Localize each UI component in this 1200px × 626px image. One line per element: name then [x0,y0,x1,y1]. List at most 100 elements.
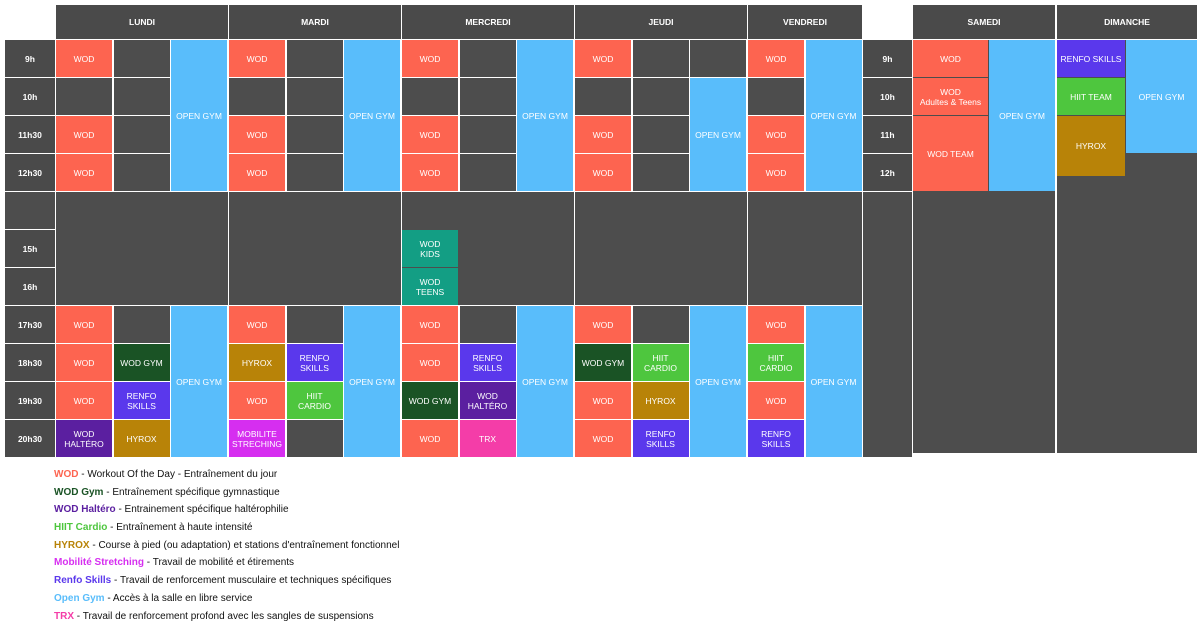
legend-item: HYROX - Course à pied (ou adaptation) et… [54,537,399,555]
day-header-samedi: SAMEDI [913,5,1055,39]
legend-description: - Travail de mobilité et étirements [144,557,295,569]
legend-key: WOD [54,469,79,480]
legend-key: HYROX [54,539,90,551]
class-block-hiit: HIIT CARDIO [286,382,343,419]
class-block-wod-gym: WOD GYM [402,382,458,419]
class-block-open-gym: OPEN GYM [690,78,746,191]
empty-slot [113,116,170,153]
class-block-wod: WOD [229,306,285,343]
class-block-wod: WOD [402,154,458,191]
class-block-wod-haltero: WOD HALTÉRO [459,382,516,419]
class-block-wod: WOD [402,116,458,153]
class-block-wod-kids: WOD KIDS [402,230,458,267]
break-block [575,192,747,305]
time-label: 10h [5,78,55,115]
legend-item: WOD Gym - Entraînement spécifique gymnas… [54,484,399,502]
class-block-wod: WOD [56,306,112,343]
day-header-vendredi: VENDREDI [748,5,862,39]
empty-slot [286,420,343,457]
class-block-wod: WOD [748,154,804,191]
weekend-time-strip [863,192,912,457]
class-block-wod: WOD TEAM [913,116,988,191]
class-block-open-gym: OPEN GYM [805,40,862,191]
empty-slot [459,40,516,77]
class-block-trx: TRX [459,420,516,457]
empty-slot [113,40,170,77]
class-block-hiit: HIIT CARDIO [632,344,689,381]
class-block-open-gym: OPEN GYM [517,40,573,191]
class-block-wod: WOD [56,116,112,153]
class-block-wod: WOD [748,116,804,153]
empty-slot [113,154,170,191]
class-block-wod: WOD [56,40,112,77]
day-header-dimanche: DIMANCHE [1057,5,1197,39]
legend-key: Mobilité Stretching [54,557,144,569]
class-block-hyrox: HYROX [1057,116,1125,176]
time-label: 15h [5,230,55,267]
class-block-renfo: RENFO SKILLS [1057,40,1125,77]
class-block-wod: WOD [229,116,285,153]
legend-item: HIIT Cardio - Entraînement à haute inten… [54,519,399,537]
day-header-jeudi: JEUDI [575,5,747,39]
class-block-open-gym: OPEN GYM [517,306,573,457]
class-block-wod: WOD [748,40,804,77]
empty-slot [748,78,804,115]
class-block-wod: WOD [575,420,631,457]
empty-slot [113,78,170,115]
schedule-grid: LUNDI MARDI MERCREDI JEUDI VENDREDI SAMEDI DIM… [5,5,1197,457]
class-block-open-gym: OPEN GYM [1126,40,1197,153]
class-block-wod: WOD [229,40,285,77]
legend-key: WOD Gym [54,486,104,498]
time-label: 12h30 [5,154,55,191]
time-label: 20h30 [5,420,55,457]
class-block-wod: WOD [229,382,285,419]
time-label: 9h [863,40,912,77]
legend-key: WOD Haltéro [54,504,116,516]
legend-description: - Course à pied (ou adaptation) et stati… [89,539,400,551]
empty-slot [286,154,343,191]
legend-description: - Travail de renforcement profond avec l… [74,610,374,622]
class-block-open-gym: OPEN GYM [989,40,1055,191]
class-block-wod: WOD [402,306,458,343]
class-block-mobilite: MOBILITE STRECHING [229,420,285,457]
empty-slot [632,78,689,115]
class-block-hiit: HIIT TEAM [1057,78,1125,115]
class-block-wod: WOD [402,344,458,381]
class-block-open-gym: OPEN GYM [344,306,400,457]
break-block [229,192,401,305]
empty-slot [113,306,170,343]
time-label: 17h30 [5,306,55,343]
class-block-renfo: RENFO SKILLS [113,382,170,419]
class-block-open-gym: OPEN GYM [690,306,746,457]
class-block-wod: WOD [56,344,112,381]
time-label: 12h [863,154,912,191]
legend-item: WOD Haltéro - Entrainement spécifique ha… [54,501,399,519]
time-label: 19h30 [5,382,55,419]
class-block-wod: WOD [402,40,458,77]
class-block-renfo: RENFO SKILLS [286,344,343,381]
empty-slot [286,78,343,115]
class-block-wod: WOD [56,154,112,191]
class-block-hyrox: HYROX [113,420,170,457]
day-header-mardi: MARDI [229,5,401,39]
time-label: 16h [5,268,55,305]
class-block-wod: WOD Adultes & Teens [913,78,988,115]
empty-slot [632,306,689,343]
day-header-lundi: LUNDI [56,5,228,39]
day-header-mercredi: MERCREDI [402,5,574,39]
class-block-open-gym: OPEN GYM [805,306,862,457]
empty-slot [229,78,285,115]
class-block-wod: WOD [748,306,804,343]
empty-slot [575,78,631,115]
class-block-renfo: RENFO SKILLS [748,420,804,457]
class-block-hyrox: HYROX [229,344,285,381]
legend-item: Mobilité Stretching - Travail de mobilit… [54,554,399,572]
legend-item: Open Gym - Accès à la salle en libre ser… [54,590,399,608]
time-label: 18h30 [5,344,55,381]
class-block-wod: WOD [402,420,458,457]
class-block-wod: WOD [575,154,631,191]
class-block-wod: WOD [229,154,285,191]
legend-description: - Entraînement spécifique gymnastique [103,486,280,498]
empty-slot [459,306,516,343]
class-block-wod: WOD [575,382,631,419]
